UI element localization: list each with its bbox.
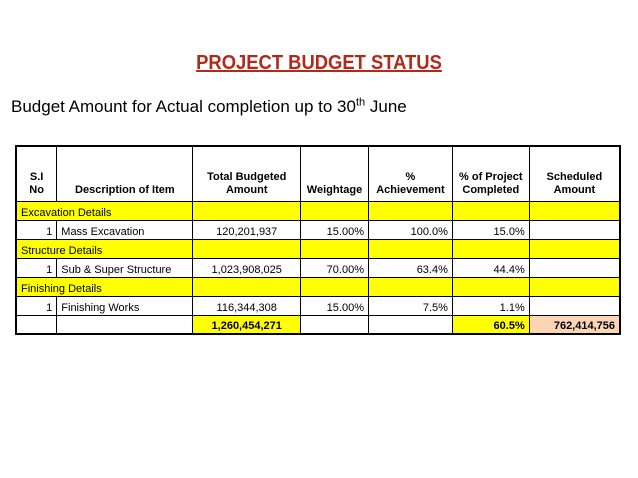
row-achievement: 63.4%: [367, 257, 453, 278]
header-description: Description of Item: [56, 145, 194, 202]
row-budget: 116,344,308: [192, 295, 302, 316]
subtitle-tail: June: [365, 97, 407, 116]
row-completed: 15.0%: [451, 219, 530, 240]
section-cell: [300, 200, 369, 221]
table-row: 1 Mass Excavation 120,201,937 15.00% 100…: [15, 219, 621, 240]
header-row: S.I No Description of Item Total Budgeted…: [15, 145, 621, 202]
section-cell: [451, 276, 530, 297]
header-sl-no: S.I No: [15, 145, 58, 202]
row-scheduled: [528, 295, 621, 316]
section-cell: [300, 238, 369, 259]
row-achievement: 7.5%: [367, 295, 453, 316]
page-title: PROJECT BUDGET STATUS: [196, 52, 442, 74]
total-scheduled: 762,414,756: [528, 314, 621, 335]
row-description: Sub & Super Structure: [56, 257, 194, 278]
header-weightage: Weightage: [300, 145, 369, 202]
total-empty-cell: [367, 314, 453, 335]
totals-row: 1,260,454,271 60.5% 762,414,756: [15, 314, 621, 335]
row-weightage: 70.00%: [300, 257, 369, 278]
table-row: 1 Sub & Super Structure 1,023,908,025 70…: [15, 257, 621, 278]
section-cell: [300, 276, 369, 297]
total-empty-cell: [56, 314, 194, 335]
budget-table: S.I No Description of Item Total Budgeted…: [15, 145, 621, 335]
row-sl-no: 1: [15, 219, 58, 240]
section-cell: [367, 200, 453, 221]
section-cell: [451, 238, 530, 259]
total-completed: 60.5%: [451, 314, 530, 335]
row-sl-no: 1: [15, 295, 58, 316]
section-row-excavation: Excavation Details: [15, 200, 621, 221]
header-scheduled-amount: Scheduled Amount: [528, 145, 621, 202]
total-empty-cell: [15, 314, 58, 335]
row-completed: 44.4%: [451, 257, 530, 278]
row-sl-no: 1: [15, 257, 58, 278]
section-label: Excavation Details: [15, 200, 193, 221]
section-cell: [528, 276, 621, 297]
header-achievement: % Achievement: [367, 145, 453, 202]
section-cell: [192, 200, 302, 221]
row-weightage: 15.00%: [300, 295, 369, 316]
section-cell: [192, 276, 302, 297]
section-cell: [367, 238, 453, 259]
subtitle-superscript: th: [355, 96, 366, 109]
section-row-finishing: Finishing Details: [15, 276, 621, 297]
row-scheduled: [528, 257, 621, 278]
section-cell: [192, 238, 302, 259]
total-empty-cell: [300, 314, 369, 335]
table-row: 1 Finishing Works 116,344,308 15.00% 7.5…: [15, 295, 621, 316]
row-budget: 120,201,937: [192, 219, 302, 240]
section-cell: [451, 200, 530, 221]
section-label: Structure Details: [15, 238, 194, 259]
section-cell: [528, 200, 621, 221]
row-scheduled: [528, 219, 621, 240]
section-label: Finishing Details: [15, 276, 194, 297]
row-budget: 1,023,908,025: [192, 257, 302, 278]
row-description: Finishing Works: [56, 295, 194, 316]
section-cell: [367, 276, 453, 297]
row-completed: 1.1%: [451, 295, 530, 316]
total-budget: 1,260,454,271: [192, 314, 302, 335]
row-weightage: 15.00%: [300, 219, 369, 240]
header-total-budgeted-amount: Total Budgeted Amount: [192, 145, 302, 202]
row-description: Mass Excavation: [56, 219, 194, 240]
section-row-structure: Structure Details: [15, 238, 621, 259]
budget-subtitle: Budget Amount for Actual completion up t…: [11, 97, 407, 117]
section-cell: [528, 238, 621, 259]
row-achievement: 100.0%: [367, 219, 453, 240]
header-project-completed: % of Project Completed: [451, 145, 530, 202]
subtitle-text: Budget Amount for Actual completion up t…: [11, 97, 356, 116]
